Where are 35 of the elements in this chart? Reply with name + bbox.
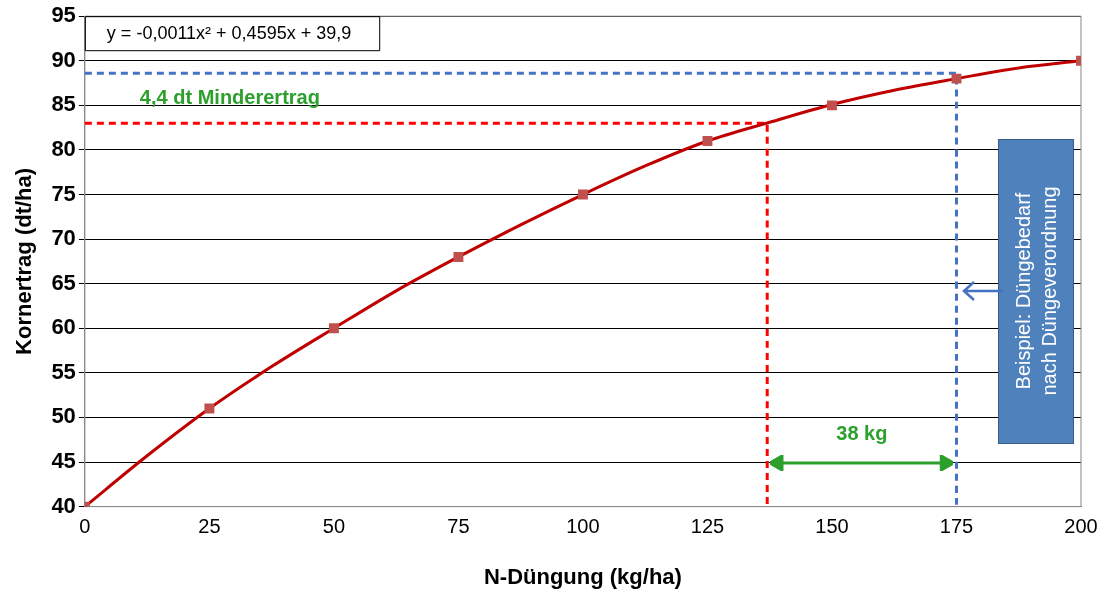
y-tick-label: 45 <box>51 448 76 474</box>
x-tick-label: 100 <box>566 515 600 538</box>
point <box>702 136 713 146</box>
info-box: Beispiel: Düngebedarf nach Düngeverordnung <box>998 138 1075 444</box>
x-tick-label: 125 <box>690 515 725 538</box>
y-tick-label: 50 <box>51 403 76 429</box>
point <box>577 189 588 200</box>
annotation: y = -0,0011x² + 0,4595x + 39,9 <box>106 23 352 44</box>
x-tick-label: 25 <box>198 515 221 538</box>
x-tick-label: 0 <box>79 515 91 538</box>
annotation: 4,4 dt Minderertrag <box>139 85 320 108</box>
y-tick-label: 80 <box>51 136 76 162</box>
point <box>951 73 962 84</box>
y-tick-label: 55 <box>51 358 76 384</box>
x-tick-label: 150 <box>815 515 849 538</box>
y-axis-title: Kornertrag (dt/ha) <box>11 167 37 355</box>
point <box>204 403 215 414</box>
y-tick-label: 65 <box>51 269 76 295</box>
annotation: 38 kg <box>836 422 888 445</box>
x-tick-label: 75 <box>447 515 470 538</box>
x-tick-label: 200 <box>1064 515 1098 538</box>
x-tick-label: 50 <box>322 515 346 538</box>
y-tick-label: 90 <box>51 46 76 72</box>
y-tick-label: 85 <box>51 91 76 117</box>
x-tick-label: 175 <box>939 515 974 538</box>
point <box>328 323 339 334</box>
x-axis-title: N-Düngung (kg/ha) <box>483 563 682 589</box>
y-tick-label: 70 <box>51 225 76 251</box>
y-tick-label: 95 <box>51 2 76 28</box>
point <box>827 100 837 111</box>
y-tick-label: 75 <box>51 180 76 206</box>
annotation: Beispiel: Düngebedarf nach Düngeverordnung <box>1011 186 1062 396</box>
y-tick-label: 40 <box>51 492 76 518</box>
y-tick-label: 60 <box>51 314 76 340</box>
point <box>453 251 464 262</box>
